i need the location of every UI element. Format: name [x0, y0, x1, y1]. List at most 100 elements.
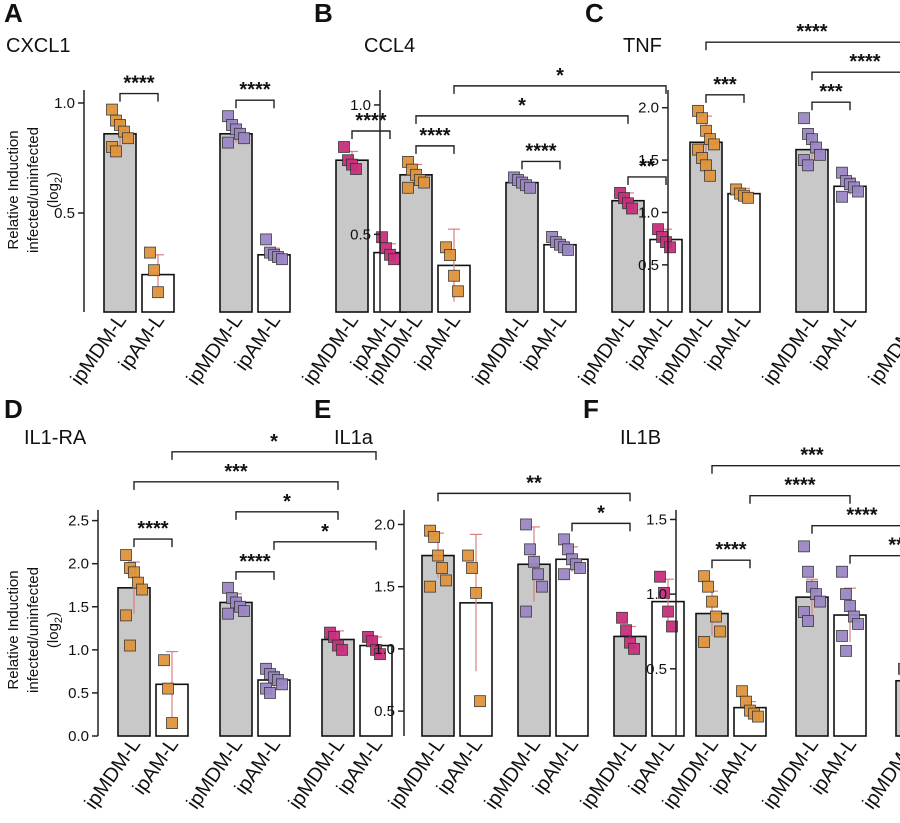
- panel-letter: C: [585, 0, 604, 28]
- bar: [103, 133, 137, 313]
- data-point: [898, 662, 900, 675]
- data-point: [110, 145, 122, 158]
- data-point: [532, 568, 544, 581]
- panel-letter: D: [4, 394, 23, 424]
- bar: [219, 133, 253, 313]
- significance-label: *: [556, 65, 564, 87]
- significance-label: ****: [796, 21, 827, 43]
- bar: [795, 148, 829, 313]
- significance-bracket: [705, 41, 900, 51]
- y-tick-label: 0.5: [68, 685, 89, 702]
- category-label: ipMDM-L: [67, 310, 132, 389]
- data-point: [402, 181, 414, 194]
- significance-label: ****: [784, 475, 815, 497]
- category-label: ipMDM-L: [81, 734, 146, 813]
- data-point: [700, 159, 712, 172]
- y-tick-label: 1.5: [374, 579, 395, 596]
- data-point: [658, 586, 670, 599]
- data-point: [428, 530, 440, 543]
- data-point: [336, 643, 348, 656]
- data-point: [558, 533, 570, 546]
- data-point: [626, 202, 638, 215]
- data-point: [562, 243, 574, 256]
- y-tick-label: 1.0: [638, 204, 659, 221]
- significance-label: *: [321, 521, 329, 543]
- panel-title: TNF: [623, 35, 662, 57]
- data-point: [840, 644, 852, 657]
- category-label: ipMDM-L: [575, 310, 640, 389]
- y-axis-label-row2-line3: (log2): [45, 612, 65, 648]
- y-tick-label: 1.5: [638, 152, 659, 169]
- data-point: [664, 241, 676, 254]
- significance-label: ****: [123, 73, 154, 95]
- data-point: [836, 630, 848, 642]
- y-tick-label: 0.5: [350, 226, 371, 243]
- significance-bracket: [235, 511, 339, 520]
- panel-title: CCL4: [364, 35, 415, 57]
- significance-bracket: [351, 130, 391, 139]
- category-label: ipMDM-L: [183, 310, 248, 389]
- data-point: [836, 190, 848, 203]
- panel-title: IL1-RA: [24, 427, 87, 449]
- y-axis-label-row2-line2: infected/uninfected: [25, 567, 42, 693]
- data-point: [616, 611, 628, 624]
- data-point: [120, 609, 132, 622]
- data-point: [562, 543, 574, 556]
- category-label: ipMDM-L: [469, 310, 534, 389]
- significance-bracket: [133, 538, 173, 548]
- significance-label: ***: [224, 461, 248, 483]
- y-tick-label: 1.0: [54, 95, 75, 112]
- data-point: [148, 264, 160, 277]
- significance-bracket: [453, 85, 667, 94]
- data-point: [836, 565, 848, 578]
- data-point: [158, 654, 170, 667]
- panel-e: EIL1a0.51.01.52.0ipMDM-LipAM-LipMDM-LipA…: [314, 394, 685, 813]
- data-point: [374, 648, 386, 661]
- significance-bracket: [133, 481, 339, 490]
- significance-bracket: [171, 451, 377, 460]
- data-point: [704, 169, 716, 182]
- data-point: [338, 141, 350, 153]
- significance-bracket: [811, 101, 851, 111]
- significance-label: ****: [239, 551, 270, 573]
- y-tick-label: 2.0: [374, 516, 395, 533]
- y-axis-label-row1-line2: infected/uninfected: [25, 127, 42, 253]
- y-axis-label-row1-line3: (log2): [45, 172, 65, 208]
- panel-letter: A: [4, 0, 23, 28]
- data-point: [520, 518, 532, 531]
- data-point: [520, 605, 532, 618]
- data-point: [388, 253, 400, 266]
- data-point: [844, 600, 856, 612]
- data-point: [628, 642, 640, 655]
- significance-bracket: [705, 94, 745, 103]
- data-point: [124, 639, 136, 652]
- y-axis-label-row2: Relative Induction: [5, 570, 22, 689]
- data-point: [238, 132, 250, 145]
- data-point: [666, 620, 678, 633]
- data-point: [698, 636, 710, 648]
- data-point: [222, 607, 234, 620]
- y-tick-label: 0.5: [646, 661, 667, 678]
- significance-bracket: [627, 176, 667, 185]
- significance-bracket: [711, 559, 751, 569]
- category-label: ipMDM-L: [759, 310, 824, 389]
- bar: [219, 601, 253, 737]
- y-axis-label-row1: Relative Induction: [5, 130, 22, 249]
- significance-bracket: [273, 541, 377, 550]
- data-point: [714, 625, 726, 638]
- panel-title: IL1B: [620, 427, 661, 449]
- data-point: [702, 580, 714, 593]
- category-label: ipMDM-L: [481, 734, 546, 813]
- significance-label: ****: [137, 518, 168, 540]
- data-point: [122, 132, 134, 145]
- data-point: [152, 286, 164, 299]
- data-point: [376, 231, 388, 244]
- significance-bracket: [749, 495, 851, 504]
- data-point: [840, 588, 852, 601]
- data-point: [166, 717, 178, 729]
- data-point: [814, 595, 826, 608]
- data-point: [222, 136, 234, 149]
- panel-title: CXCL1: [6, 35, 70, 57]
- bar: [555, 558, 589, 737]
